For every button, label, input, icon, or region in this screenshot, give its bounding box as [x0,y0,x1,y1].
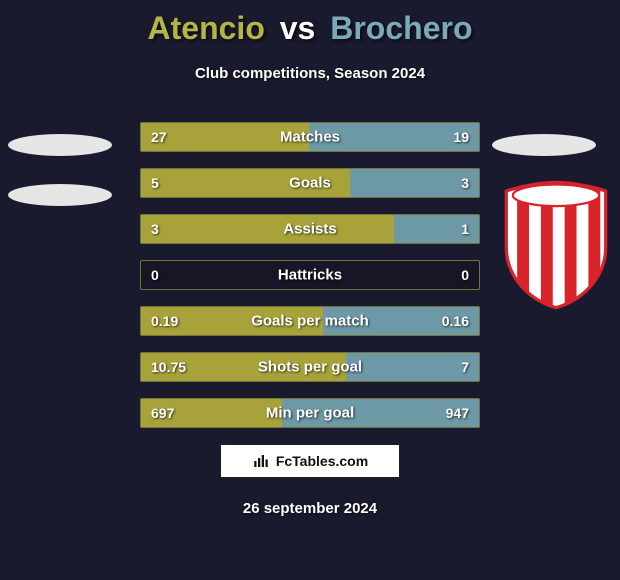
player1-badge-area [8,122,128,234]
stat-bar-p2 [394,215,479,243]
chart-icon [252,452,270,470]
player2-photo-placeholder [492,134,596,156]
stat-value-p1: 0 [151,267,159,283]
player1-photo-placeholder [8,134,112,156]
stat-row: 53Goals [140,168,480,198]
stat-bar-p1 [141,307,325,335]
stat-row: 10.757Shots per goal [140,352,480,382]
stat-row: 0.190.16Goals per match [140,306,480,336]
subtitle: Club competitions, Season 2024 [0,65,620,82]
vs-text: vs [280,10,316,46]
player1-club-placeholder [8,184,112,206]
player2-badge-area [492,122,612,184]
stat-bar-p2 [323,307,479,335]
stat-bar-p1 [141,399,284,427]
stat-bar-p2 [350,169,479,197]
comparison-title: Atencio vs Brochero [0,0,620,47]
source-label: FcTables.com [276,453,368,469]
stat-row: 2719Matches [140,122,480,152]
stat-bar-p2 [346,353,479,381]
stat-bar-p1 [141,215,396,243]
stat-bar-p2 [282,399,479,427]
stat-row: 31Assists [140,214,480,244]
date-label: 26 september 2024 [0,500,620,517]
stat-value-p2: 0 [461,267,469,283]
player2-name: Brochero [330,10,472,46]
stat-row: 697947Min per goal [140,398,480,428]
player1-name: Atencio [148,10,265,46]
stat-label: Hattricks [141,267,479,284]
stat-bar-p2 [309,123,479,151]
stat-bar-p1 [141,353,348,381]
player2-club-crest [502,180,610,310]
stat-row: 0 0Hattricks [140,260,480,290]
stats-bars: 2719Matches 53Goals 31Assists 0 0Hattricks 0.… [140,122,480,444]
stat-bar-p1 [141,123,311,151]
stat-bar-p1 [141,169,352,197]
source-badge[interactable]: FcTables.com [220,444,400,478]
